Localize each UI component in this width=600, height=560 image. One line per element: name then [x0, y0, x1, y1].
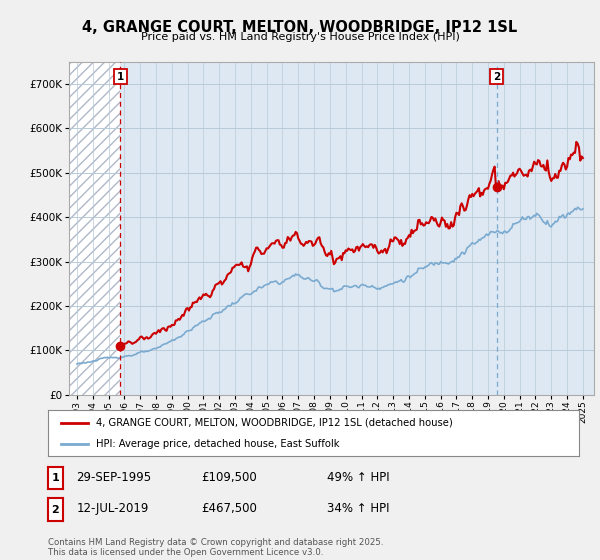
Text: 34% ↑ HPI: 34% ↑ HPI: [327, 502, 389, 515]
Bar: [69, 62, 121, 395]
Text: £109,500: £109,500: [201, 470, 257, 484]
Text: £467,500: £467,500: [201, 502, 257, 515]
Text: 4, GRANGE COURT, MELTON, WOODBRIDGE, IP12 1SL: 4, GRANGE COURT, MELTON, WOODBRIDGE, IP1…: [82, 20, 518, 35]
Text: 1: 1: [52, 473, 59, 483]
Text: 49% ↑ HPI: 49% ↑ HPI: [327, 470, 389, 484]
Text: 29-SEP-1995: 29-SEP-1995: [76, 470, 151, 484]
Text: 2: 2: [493, 72, 500, 82]
Text: HPI: Average price, detached house, East Suffolk: HPI: Average price, detached house, East…: [96, 439, 339, 449]
Text: 2: 2: [52, 505, 59, 515]
Text: 1: 1: [117, 72, 124, 82]
Text: Contains HM Land Registry data © Crown copyright and database right 2025.
This d: Contains HM Land Registry data © Crown c…: [48, 538, 383, 557]
Text: Price paid vs. HM Land Registry's House Price Index (HPI): Price paid vs. HM Land Registry's House …: [140, 32, 460, 43]
Text: 12-JUL-2019: 12-JUL-2019: [76, 502, 149, 515]
Text: 4, GRANGE COURT, MELTON, WOODBRIDGE, IP12 1SL (detached house): 4, GRANGE COURT, MELTON, WOODBRIDGE, IP1…: [96, 418, 452, 428]
